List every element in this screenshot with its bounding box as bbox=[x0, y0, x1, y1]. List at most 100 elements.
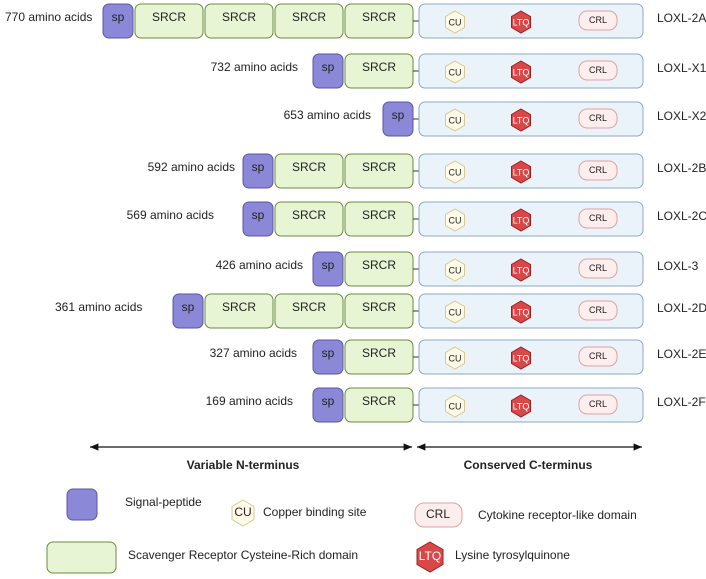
c-terminus-label: Conserved C-terminus bbox=[464, 458, 593, 472]
cu-site bbox=[445, 160, 465, 184]
protein-name: LOXL-X1 bbox=[657, 61, 706, 75]
protein-name: LOXL-2E bbox=[657, 347, 706, 361]
cu-site bbox=[445, 346, 465, 370]
srcr-label: SRCR bbox=[222, 300, 256, 314]
ltq-label: LTQ bbox=[513, 17, 530, 27]
ltq-site bbox=[511, 10, 531, 34]
srcr-label: SRCR bbox=[362, 394, 396, 408]
ltq-site bbox=[511, 346, 531, 370]
srcr-label: SRCR bbox=[362, 258, 396, 272]
length-label: 169 amino acids bbox=[206, 394, 293, 408]
length-label: 592 amino acids bbox=[148, 160, 235, 174]
length-label: 653 amino acids bbox=[284, 108, 371, 122]
srcr-label: SRCR bbox=[292, 208, 326, 222]
protein-name: LOXL-X2 bbox=[657, 109, 706, 123]
srcr-label: SRCR bbox=[362, 10, 396, 24]
legend-crl-swatch bbox=[414, 502, 463, 528]
cu-label: CU bbox=[449, 401, 462, 411]
legend-sp-label: Signal-peptide bbox=[125, 495, 202, 509]
srcr-domain bbox=[274, 153, 344, 189]
cu-site bbox=[445, 208, 465, 232]
crl-label: CRL bbox=[589, 263, 607, 273]
ltq-label: LTQ bbox=[513, 265, 530, 275]
protein-name: LOXL-2B bbox=[657, 161, 706, 175]
crl-label: CRL bbox=[589, 305, 607, 315]
crl-label: CRL bbox=[589, 351, 607, 361]
sp-label: sp bbox=[322, 258, 335, 272]
srcr-domain bbox=[274, 201, 344, 237]
sp-label: sp bbox=[322, 346, 335, 360]
ltq-site bbox=[511, 208, 531, 232]
ltq-label: LTQ bbox=[513, 115, 530, 125]
srcr-domain bbox=[274, 293, 344, 329]
crl-domain bbox=[578, 208, 618, 229]
signal-peptide bbox=[312, 251, 344, 287]
sp-label: sp bbox=[322, 394, 335, 408]
crl-label: CRL bbox=[589, 65, 607, 75]
length-label: 426 amino acids bbox=[216, 258, 303, 272]
signal-peptide bbox=[312, 53, 344, 89]
ltq-label: LTQ bbox=[513, 215, 530, 225]
srcr-label: SRCR bbox=[292, 300, 326, 314]
ltq-label: LTQ bbox=[513, 401, 530, 411]
crl-domain bbox=[578, 60, 618, 81]
cu-site bbox=[445, 300, 465, 324]
srcr-label: SRCR bbox=[152, 10, 186, 24]
signal-peptide bbox=[242, 153, 274, 189]
legend-ltq-symbol: LTQ bbox=[419, 549, 441, 563]
crl-domain bbox=[578, 346, 618, 367]
signal-peptide bbox=[172, 293, 204, 329]
length-label: 361 amino acids bbox=[55, 300, 142, 314]
srcr-domain bbox=[134, 3, 204, 39]
crl-label: CRL bbox=[589, 399, 607, 409]
signal-peptide bbox=[312, 339, 344, 375]
legend-crl-label: Cytokine receptor-like domain bbox=[478, 508, 637, 522]
crl-domain bbox=[578, 10, 618, 31]
srcr-label: SRCR bbox=[292, 10, 326, 24]
length-label: 732 amino acids bbox=[211, 60, 298, 74]
legend-ltq-swatch bbox=[416, 541, 444, 573]
protein-name: LOXL-2F bbox=[657, 395, 706, 409]
cu-label: CU bbox=[449, 67, 462, 77]
legend-cu-swatch bbox=[231, 499, 255, 527]
protein-name: LOXL-2A bbox=[657, 11, 706, 25]
crl-domain bbox=[578, 108, 618, 129]
ltq-label: LTQ bbox=[513, 67, 530, 77]
ltq-site bbox=[511, 258, 531, 282]
crl-label: CRL bbox=[589, 113, 607, 123]
srcr-label: SRCR bbox=[362, 346, 396, 360]
crl-domain bbox=[578, 160, 618, 181]
legend-cu-symbol: CU bbox=[234, 505, 251, 519]
srcr-label: SRCR bbox=[362, 60, 396, 74]
sp-label: sp bbox=[252, 208, 265, 222]
cu-site bbox=[445, 10, 465, 34]
cu-site bbox=[445, 60, 465, 84]
signal-peptide bbox=[242, 201, 274, 237]
ltq-site bbox=[511, 394, 531, 418]
sp-label: sp bbox=[322, 60, 335, 74]
sp-label: sp bbox=[252, 160, 265, 174]
cu-label: CU bbox=[449, 115, 462, 125]
length-label: 569 amino acids bbox=[127, 208, 214, 222]
srcr-label: SRCR bbox=[362, 208, 396, 222]
cu-site bbox=[445, 108, 465, 132]
ltq-site bbox=[511, 108, 531, 132]
n-terminus-label: Variable N-terminus bbox=[187, 458, 300, 472]
ltq-site bbox=[511, 160, 531, 184]
crl-domain bbox=[578, 394, 618, 415]
legend-cu-label: Copper binding site bbox=[263, 505, 367, 519]
srcr-domain bbox=[204, 3, 274, 39]
cu-label: CU bbox=[449, 307, 462, 317]
protein-name: LOXL-2D bbox=[657, 301, 706, 315]
cu-site bbox=[445, 394, 465, 418]
crl-label: CRL bbox=[589, 15, 607, 25]
sp-label: sp bbox=[182, 300, 195, 314]
sp-label: sp bbox=[112, 10, 125, 24]
length-label: 327 amino acids bbox=[210, 346, 297, 360]
crl-label: CRL bbox=[589, 165, 607, 175]
ltq-site bbox=[511, 300, 531, 324]
cu-label: CU bbox=[449, 265, 462, 275]
length-label: 770 amino acids bbox=[5, 10, 92, 24]
